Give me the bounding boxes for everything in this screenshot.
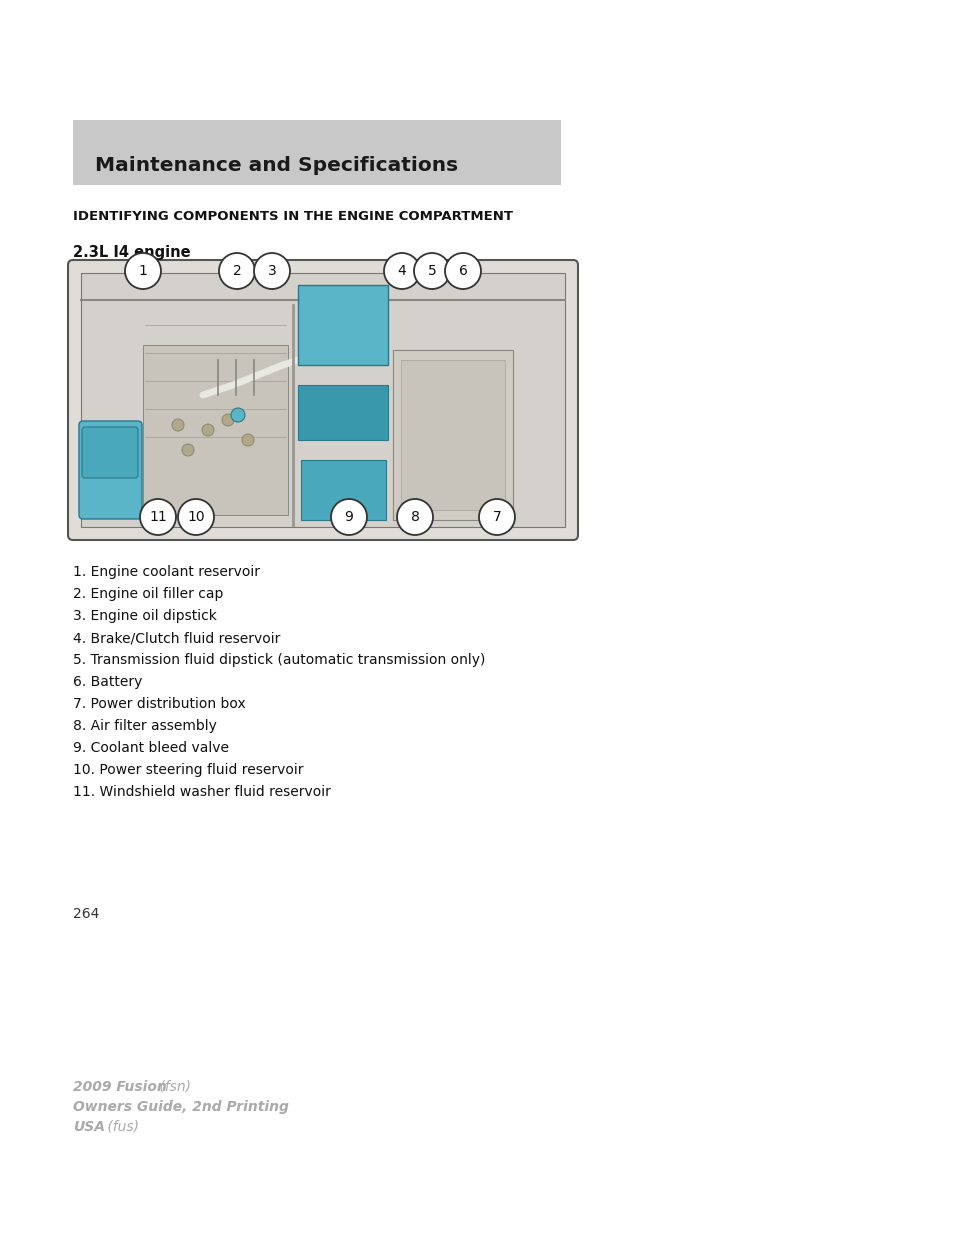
Text: 8: 8 — [410, 510, 419, 524]
Text: (fus): (fus) — [103, 1120, 139, 1134]
Text: 2. Engine oil filler cap: 2. Engine oil filler cap — [73, 587, 223, 601]
Text: 2009 Fusion: 2009 Fusion — [73, 1079, 167, 1094]
Text: 7: 7 — [492, 510, 501, 524]
Text: 10. Power steering fluid reservoir: 10. Power steering fluid reservoir — [73, 763, 303, 777]
Text: 5: 5 — [427, 264, 436, 278]
FancyBboxPatch shape — [297, 385, 388, 440]
Text: 264: 264 — [73, 906, 99, 921]
Text: 9. Coolant bleed valve: 9. Coolant bleed valve — [73, 741, 229, 755]
Text: 11: 11 — [149, 510, 167, 524]
Text: 9: 9 — [344, 510, 353, 524]
FancyBboxPatch shape — [400, 359, 504, 510]
Text: 2: 2 — [233, 264, 241, 278]
FancyBboxPatch shape — [297, 285, 388, 366]
Circle shape — [242, 433, 253, 446]
Circle shape — [172, 419, 184, 431]
Text: 1. Engine coolant reservoir: 1. Engine coolant reservoir — [73, 564, 260, 579]
Text: 6: 6 — [458, 264, 467, 278]
Circle shape — [125, 253, 161, 289]
Text: 7. Power distribution box: 7. Power distribution box — [73, 697, 246, 711]
Text: Owners Guide, 2nd Printing: Owners Guide, 2nd Printing — [73, 1100, 289, 1114]
FancyBboxPatch shape — [393, 350, 513, 520]
Circle shape — [414, 253, 450, 289]
Text: 10: 10 — [187, 510, 205, 524]
FancyBboxPatch shape — [68, 261, 578, 540]
FancyBboxPatch shape — [79, 421, 142, 519]
Circle shape — [222, 414, 233, 426]
Text: 3: 3 — [268, 264, 276, 278]
Text: (fsn): (fsn) — [154, 1079, 191, 1094]
FancyBboxPatch shape — [143, 345, 288, 515]
Circle shape — [478, 499, 515, 535]
Circle shape — [202, 424, 213, 436]
Circle shape — [231, 408, 245, 422]
Circle shape — [178, 499, 213, 535]
FancyBboxPatch shape — [301, 459, 386, 520]
Text: 1: 1 — [138, 264, 148, 278]
Circle shape — [253, 253, 290, 289]
Circle shape — [384, 253, 419, 289]
Text: USA: USA — [73, 1120, 105, 1134]
Text: 4: 4 — [397, 264, 406, 278]
Circle shape — [444, 253, 480, 289]
Circle shape — [219, 253, 254, 289]
Text: Maintenance and Specifications: Maintenance and Specifications — [95, 156, 457, 174]
Text: 8. Air filter assembly: 8. Air filter assembly — [73, 719, 216, 734]
Text: 11. Windshield washer fluid reservoir: 11. Windshield washer fluid reservoir — [73, 785, 331, 799]
Text: IDENTIFYING COMPONENTS IN THE ENGINE COMPARTMENT: IDENTIFYING COMPONENTS IN THE ENGINE COM… — [73, 210, 513, 224]
Circle shape — [396, 499, 433, 535]
FancyBboxPatch shape — [81, 273, 564, 527]
Circle shape — [331, 499, 367, 535]
Text: 2.3L I4 engine: 2.3L I4 engine — [73, 245, 191, 261]
FancyBboxPatch shape — [73, 120, 560, 185]
Text: 3. Engine oil dipstick: 3. Engine oil dipstick — [73, 609, 216, 622]
Circle shape — [140, 499, 175, 535]
Text: 4. Brake/Clutch fluid reservoir: 4. Brake/Clutch fluid reservoir — [73, 631, 280, 645]
Text: 6. Battery: 6. Battery — [73, 676, 142, 689]
Circle shape — [182, 445, 193, 456]
FancyBboxPatch shape — [82, 427, 138, 478]
Text: 5. Transmission fluid dipstick (automatic transmission only): 5. Transmission fluid dipstick (automati… — [73, 653, 485, 667]
